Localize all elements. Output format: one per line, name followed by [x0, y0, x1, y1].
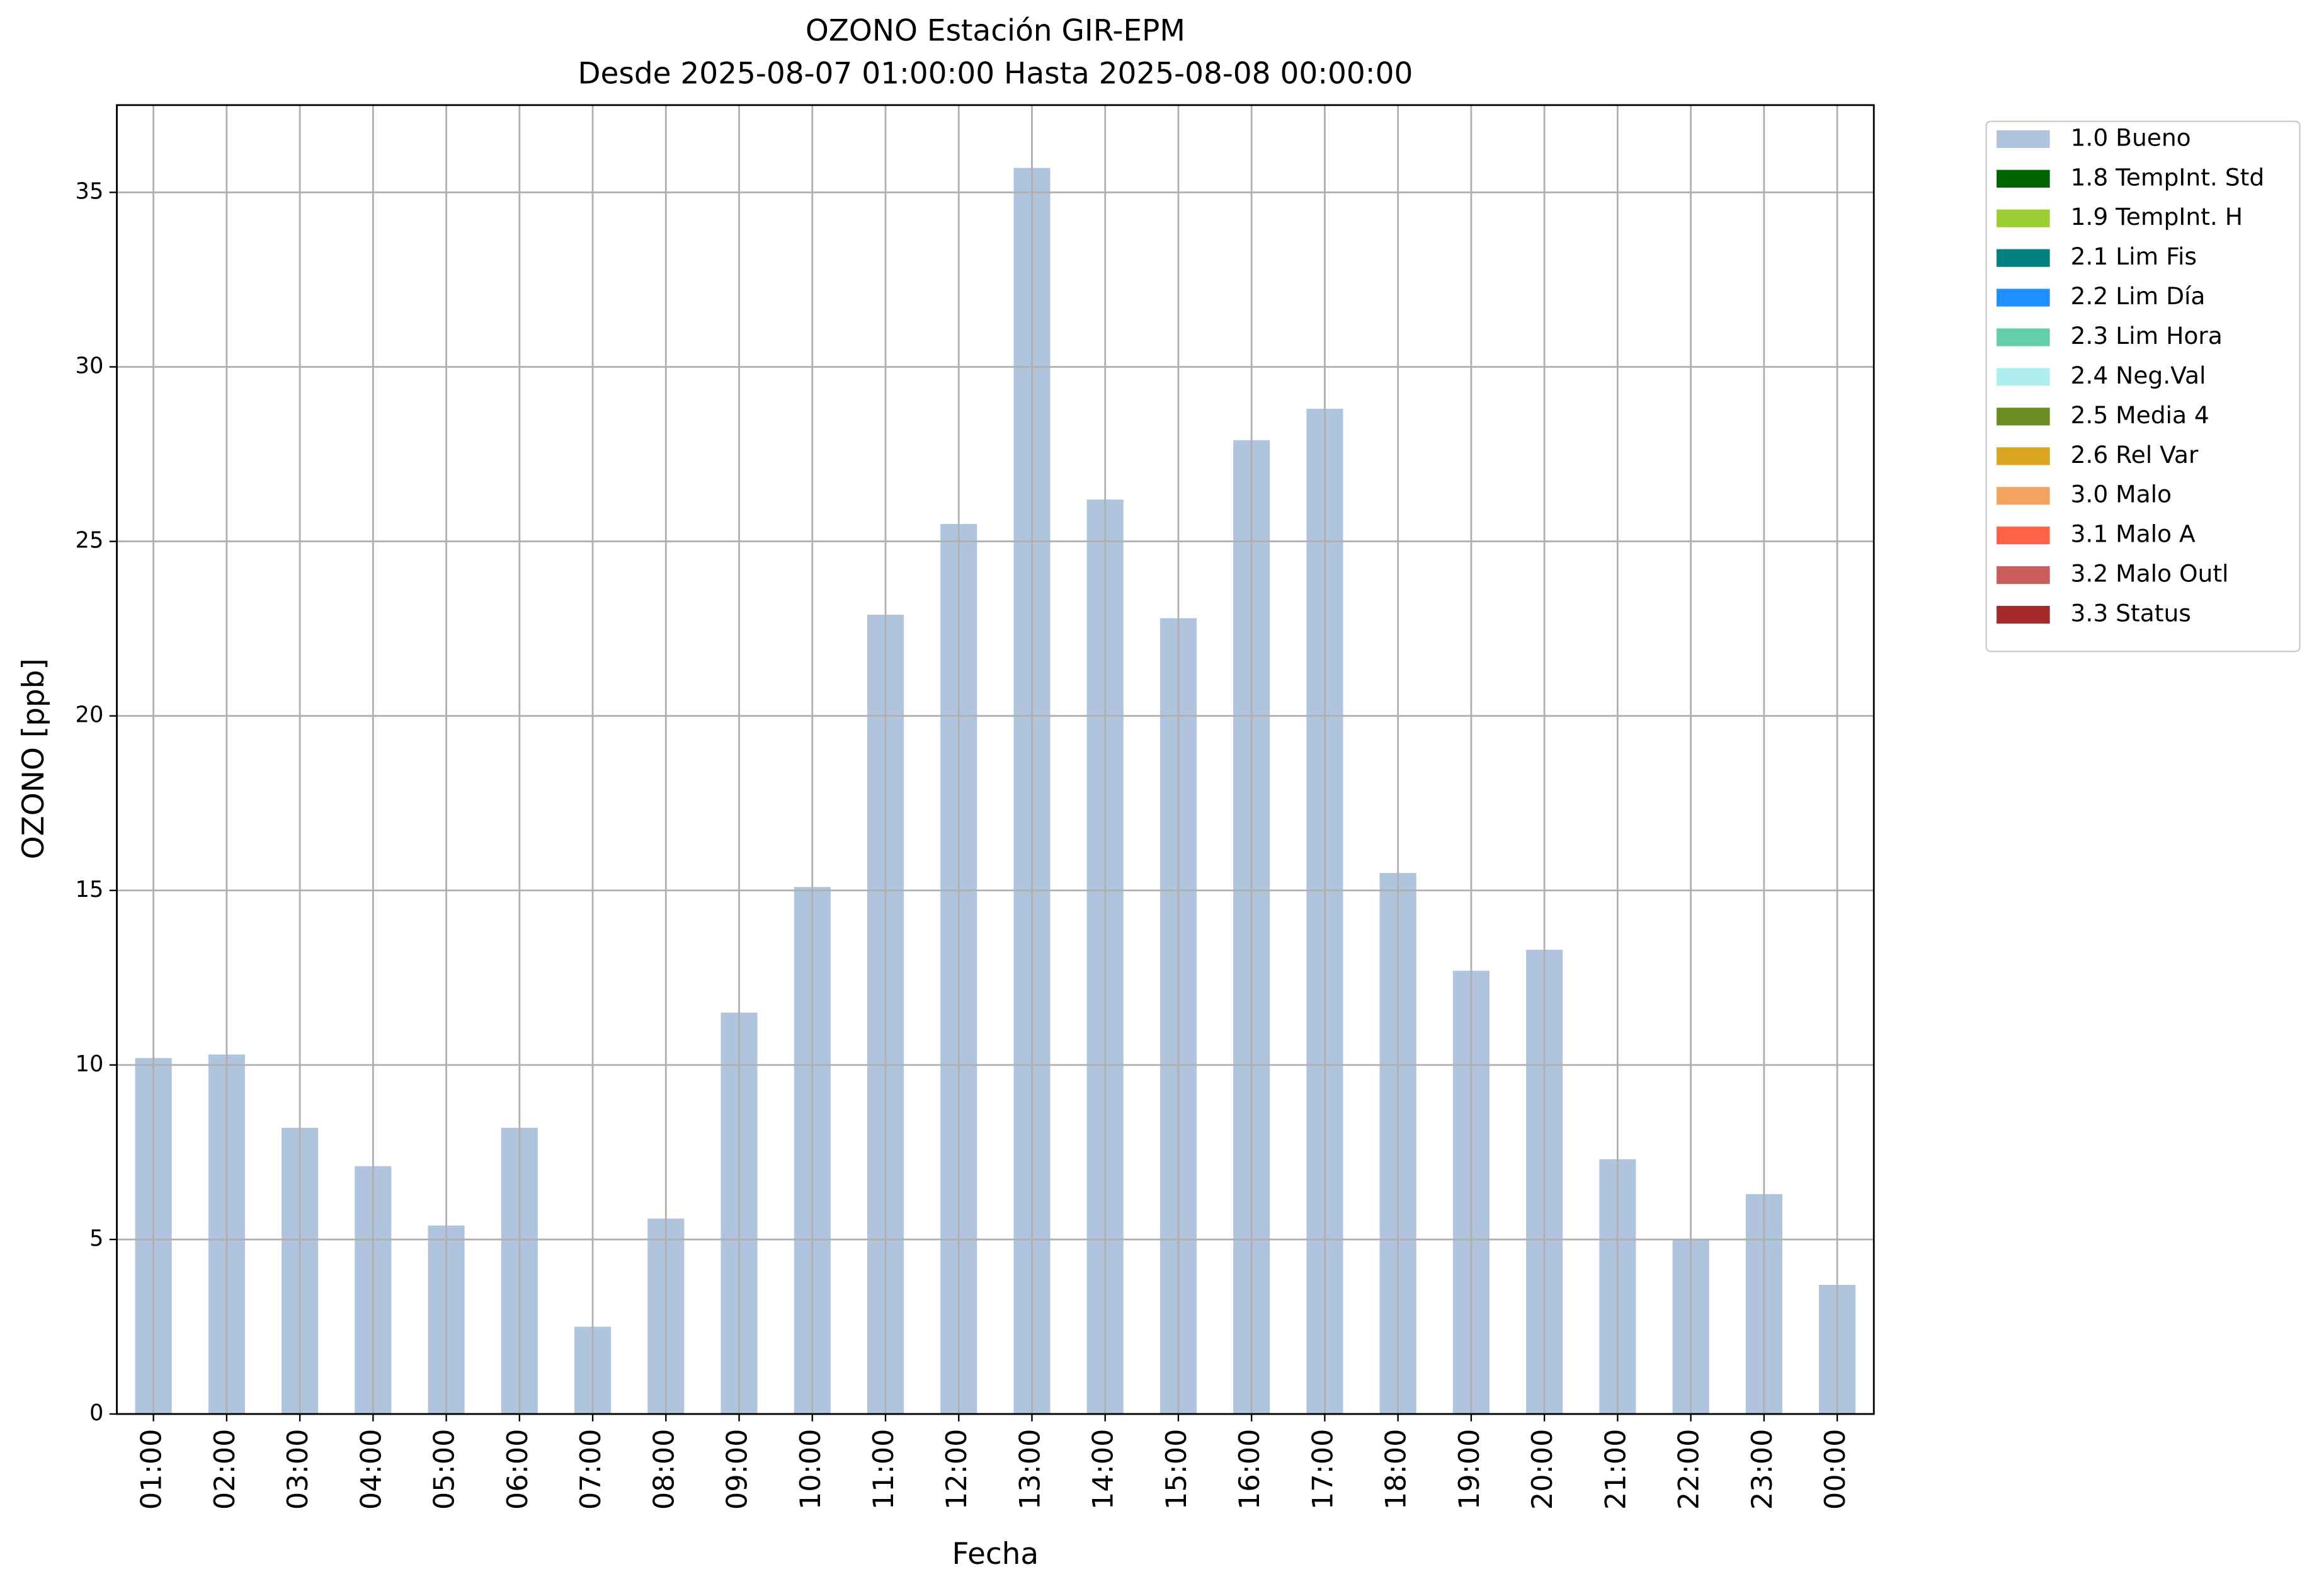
legend-swatch [1997, 527, 2050, 545]
legend-swatch [1997, 328, 2050, 346]
legend-label: 3.0 Malo [2071, 481, 2172, 508]
x-tick-label: 04:00 [355, 1429, 387, 1510]
x-tick-label: 16:00 [1233, 1429, 1266, 1510]
y-tick-label: 5 [89, 1226, 103, 1251]
legend-label: 2.4 Neg.Val [2071, 362, 2206, 389]
x-tick-label: 14:00 [1087, 1429, 1120, 1510]
x-tick-label: 09:00 [721, 1429, 754, 1510]
y-tick-label: 15 [76, 877, 104, 903]
legend-swatch [1997, 249, 2050, 267]
legend-box [1985, 120, 2301, 653]
y-tick-label: 25 [76, 528, 104, 554]
x-tick-label: 05:00 [428, 1429, 461, 1510]
legend-swatch [1997, 487, 2050, 505]
legend-label: 1.8 TempInt. Std [2071, 163, 2265, 191]
legend-swatch [1997, 130, 2050, 148]
x-tick-label: 13:00 [1013, 1429, 1046, 1510]
x-tick-label: 03:00 [282, 1429, 314, 1510]
x-tick-label: 08:00 [647, 1429, 680, 1510]
legend-label: 3.3 Status [2071, 600, 2191, 627]
legend-swatch [1997, 447, 2050, 465]
plot-frame [116, 104, 1875, 1415]
x-tick-label: 18:00 [1380, 1429, 1413, 1510]
y-tick-label: 20 [76, 702, 104, 728]
x-tick-label: 22:00 [1673, 1429, 1706, 1510]
y-axis-label: OZONO [ppb] [16, 658, 51, 859]
legend-label: 2.6 Rel Var [2071, 441, 2199, 469]
y-tick-label: 35 [76, 178, 104, 204]
y-tick-label: 0 [89, 1400, 103, 1426]
legend-label: 1.9 TempInt. H [2071, 203, 2243, 231]
legend-swatch [1997, 169, 2050, 188]
legend-swatch [1997, 368, 2050, 386]
legend-label: 2.5 Media 4 [2071, 401, 2209, 429]
x-tick-label: 11:00 [867, 1429, 900, 1510]
x-tick-label: 23:00 [1746, 1429, 1779, 1510]
chart-title: OZONO Estación GIR-EPM [806, 13, 1185, 48]
legend-swatch [1997, 408, 2050, 426]
x-tick-label: 19:00 [1453, 1429, 1486, 1510]
x-tick-label: 21:00 [1599, 1429, 1632, 1510]
y-tick-label: 30 [76, 353, 104, 379]
legend-label: 2.3 Lim Hora [2071, 322, 2223, 350]
legend-label: 3.2 Malo Outl [2071, 560, 2229, 588]
legend-swatch [1997, 288, 2050, 307]
x-tick-label: 01:00 [135, 1429, 168, 1510]
x-axis-label: Fecha [952, 1537, 1039, 1571]
legend-label: 3.1 Malo A [2071, 520, 2196, 548]
x-tick-label: 10:00 [794, 1429, 827, 1510]
legend-label: 1.0 Bueno [2071, 123, 2191, 151]
x-tick-label: 12:00 [940, 1429, 973, 1510]
x-tick-label: 07:00 [574, 1429, 607, 1510]
legend-label: 2.1 Lim Fis [2071, 242, 2197, 270]
legend-swatch [1997, 605, 2050, 624]
x-tick-label: 20:00 [1526, 1429, 1559, 1510]
legend-label: 2.2 Lim Día [2071, 282, 2206, 310]
x-tick-label: 02:00 [208, 1429, 241, 1510]
x-tick-label: 15:00 [1160, 1429, 1193, 1510]
legend-swatch [1997, 209, 2050, 227]
x-tick-label: 00:00 [1819, 1429, 1852, 1510]
x-tick-label: 17:00 [1306, 1429, 1339, 1510]
y-tick-label: 10 [76, 1051, 104, 1077]
legend-swatch [1997, 566, 2050, 584]
x-tick-label: 06:00 [501, 1429, 534, 1510]
chart-subtitle: Desde 2025-08-07 01:00:00 Hasta 2025-08-… [578, 56, 1413, 91]
